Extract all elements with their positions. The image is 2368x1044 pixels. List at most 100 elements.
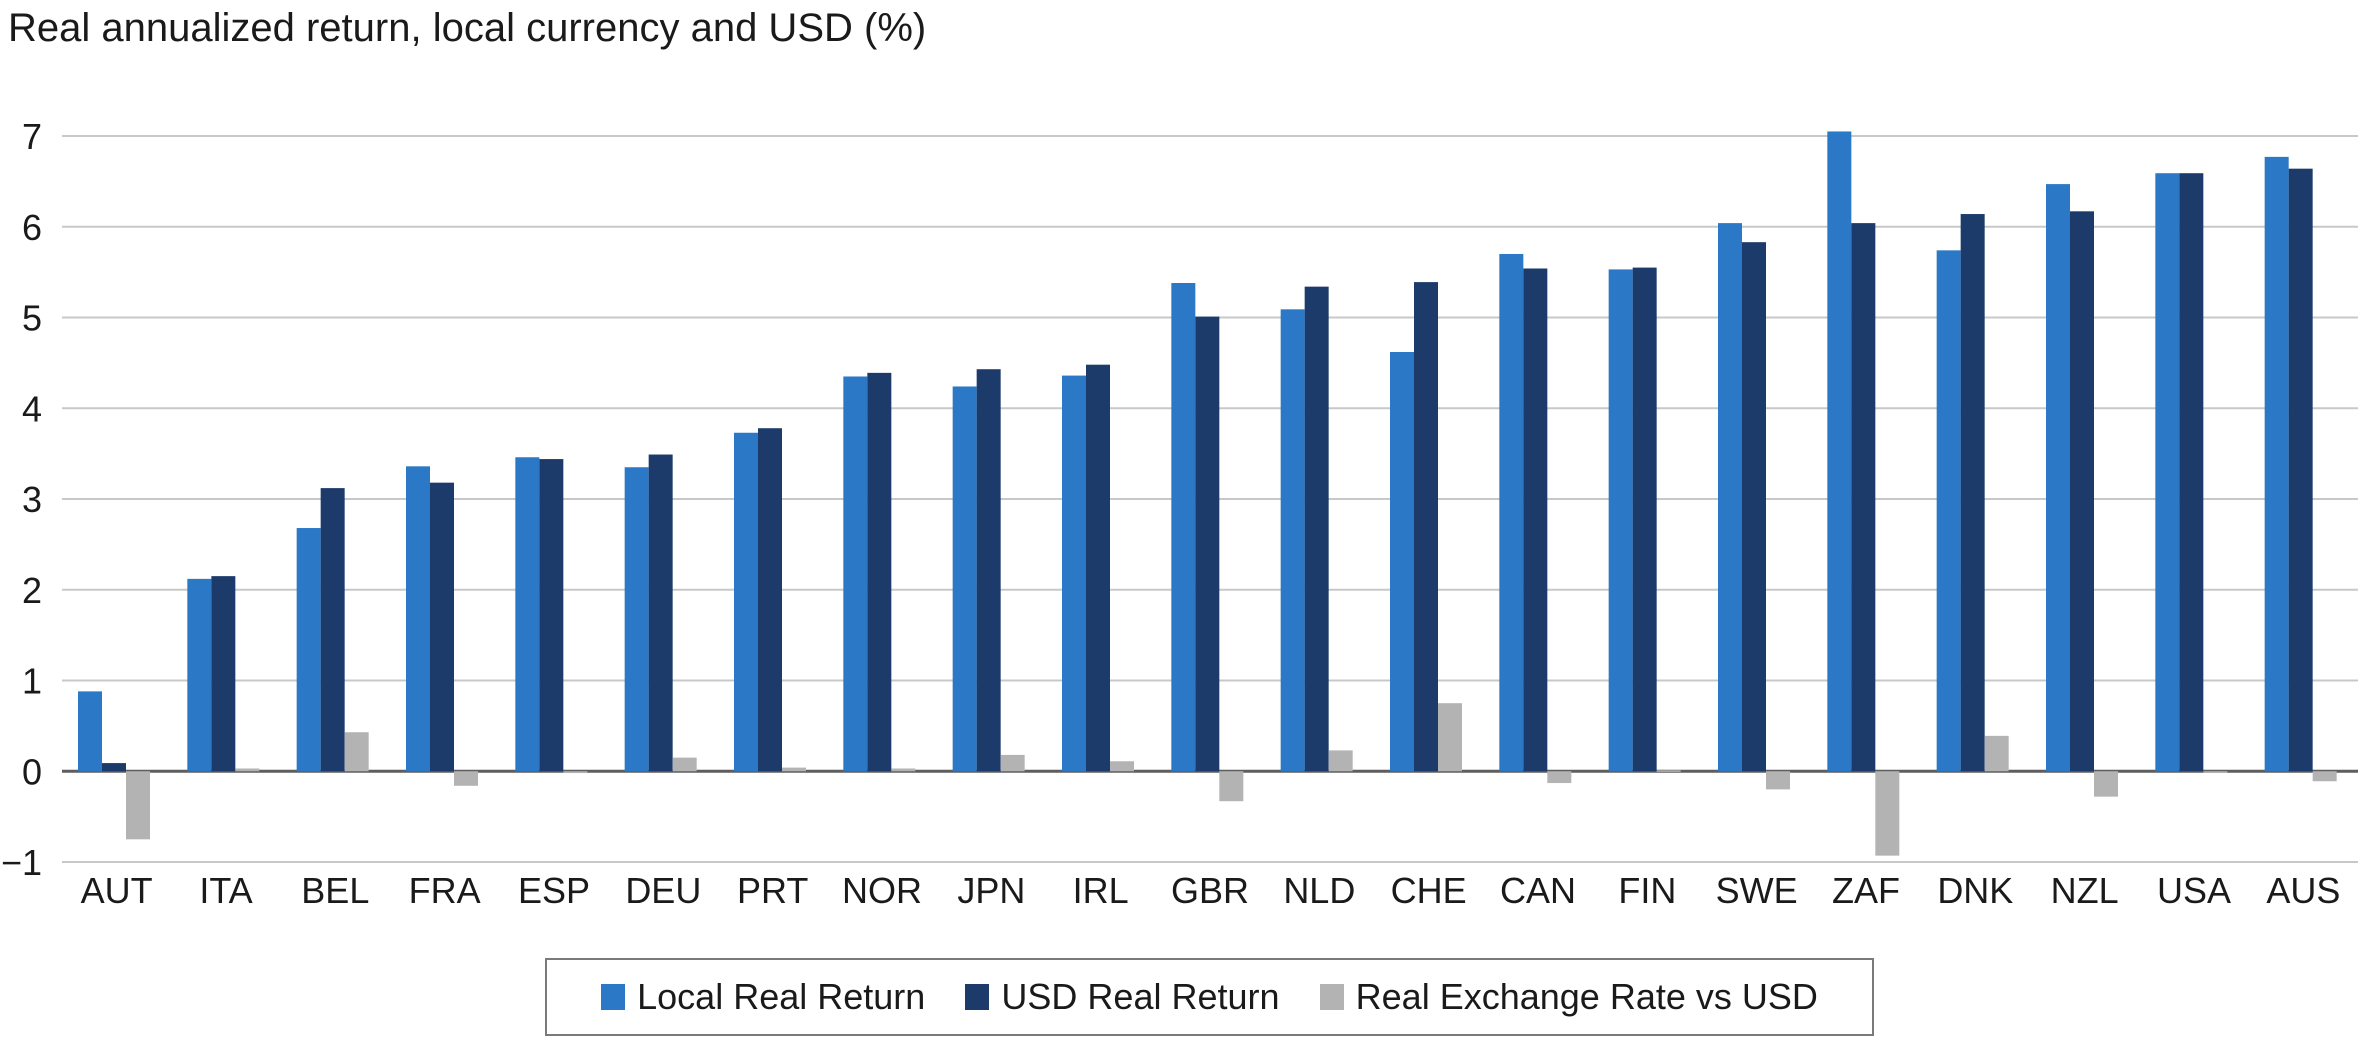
- legend-label: Local Real Return: [637, 976, 926, 1017]
- x-tick-label: SWE: [1716, 870, 1798, 911]
- x-tick-label: AUS: [2266, 870, 2340, 911]
- bar-local-real-return-irl: [1062, 375, 1086, 772]
- y-tick-label: 4: [22, 388, 42, 429]
- bar-local-real-return-fra: [406, 466, 430, 772]
- bar-local-real-return-esp: [515, 457, 540, 772]
- bar-local-real-return-aus: [2264, 156, 2289, 772]
- bar-local-real-return-swe: [1718, 223, 1742, 772]
- x-tick-label: JPN: [957, 870, 1025, 911]
- bar-usd-real-return-aus: [2288, 168, 2313, 772]
- y-tick-label: 2: [22, 570, 42, 611]
- chart-legend: Local Real Return USD Real Return Real Exc…: [545, 958, 1874, 1036]
- bar-usd-real-return-deu: [648, 454, 673, 772]
- bar-real-exchange-rate-vs-usd-ita: [235, 768, 260, 772]
- y-tick-label: 6: [22, 207, 42, 248]
- bar-real-exchange-rate-vs-usd-fin: [1656, 770, 1681, 772]
- bar-usd-real-return-usa: [2179, 173, 2204, 772]
- bar-real-exchange-rate-vs-usd-irl: [1110, 761, 1134, 772]
- bar-usd-real-return-che: [1414, 282, 1438, 772]
- bar-real-exchange-rate-vs-usd-che: [1438, 703, 1462, 772]
- bar-usd-real-return-esp: [539, 459, 564, 772]
- bar-real-exchange-rate-vs-usd-swe: [1766, 771, 1790, 790]
- x-tick-label: DNK: [1937, 870, 2013, 911]
- bar-real-exchange-rate-vs-usd-esp: [563, 771, 588, 774]
- bar-local-real-return-gbr: [1171, 283, 1196, 772]
- bar-usd-real-return-nzl: [2070, 211, 2094, 772]
- y-tick-label: −1: [1, 842, 42, 883]
- bar-local-real-return-dnk: [1936, 250, 1961, 772]
- bar-usd-real-return-nld: [1304, 286, 1329, 772]
- bar-usd-real-return-bel: [320, 488, 345, 772]
- legend-swatch: [965, 984, 990, 1010]
- x-tick-label: CHE: [1391, 870, 1467, 911]
- bar-real-exchange-rate-vs-usd-deu: [672, 757, 697, 772]
- y-tick-label: 0: [22, 751, 42, 792]
- legend-item-real-exchange-rate-vs-usd: Real Exchange Rate vs USD: [1319, 976, 1818, 1018]
- x-tick-label: NLD: [1283, 870, 1355, 911]
- bar-usd-real-return-prt: [758, 428, 782, 772]
- legend-label: USD Real Return: [1001, 976, 1280, 1017]
- bar-local-real-return-ita: [187, 578, 212, 772]
- x-tick-label: PRT: [737, 870, 808, 911]
- bar-real-exchange-rate-vs-usd-aus: [2312, 771, 2337, 782]
- bar-local-real-return-aut: [78, 691, 102, 772]
- bar-local-real-return-bel: [296, 528, 321, 772]
- bar-real-exchange-rate-vs-usd-dnk: [1984, 735, 2009, 772]
- x-tick-label: FRA: [409, 870, 481, 911]
- x-tick-label: IRL: [1073, 870, 1129, 911]
- x-tick-label: FIN: [1618, 870, 1676, 911]
- x-tick-label: BEL: [301, 870, 369, 911]
- bar-usd-real-return-irl: [1086, 364, 1110, 772]
- legend-item-usd-real-return: USD Real Return: [965, 976, 1280, 1018]
- bar-usd-real-return-ita: [211, 576, 236, 772]
- y-tick-label: 1: [22, 661, 42, 702]
- x-tick-label: NOR: [842, 870, 922, 911]
- bar-usd-real-return-aut: [102, 763, 126, 772]
- legend-label: Real Exchange Rate vs USD: [1355, 976, 1818, 1017]
- bar-usd-real-return-jpn: [976, 369, 1001, 772]
- bar-real-exchange-rate-vs-usd-jpn: [1000, 754, 1025, 772]
- bar-real-exchange-rate-vs-usd-bel: [344, 732, 369, 772]
- bar-usd-real-return-can: [1523, 268, 1548, 772]
- y-tick-label: 3: [22, 479, 42, 520]
- bar-local-real-return-usa: [2155, 173, 2180, 772]
- bar-local-real-return-jpn: [952, 386, 977, 772]
- x-tick-label: DEU: [625, 870, 701, 911]
- bar-usd-real-return-dnk: [1960, 214, 1985, 772]
- x-tick-label: NZL: [2051, 870, 2119, 911]
- bar-real-exchange-rate-vs-usd-prt: [782, 767, 806, 772]
- legend-item-local-real-return: Local Real Return: [601, 976, 925, 1018]
- x-tick-label: ITA: [199, 870, 252, 911]
- bar-usd-real-return-gbr: [1195, 316, 1220, 772]
- bar-local-real-return-can: [1499, 253, 1524, 772]
- bar-real-exchange-rate-vs-usd-usa: [2203, 771, 2228, 773]
- x-tick-label: ESP: [518, 870, 590, 911]
- bar-real-exchange-rate-vs-usd-can: [1547, 771, 1572, 784]
- x-tick-label: ZAF: [1832, 870, 1900, 911]
- bar-usd-real-return-swe: [1742, 242, 1766, 772]
- y-tick-label: 7: [22, 116, 42, 157]
- bar-local-real-return-che: [1390, 351, 1414, 772]
- bar-usd-real-return-zaf: [1851, 223, 1876, 772]
- x-tick-label: AUT: [81, 870, 153, 911]
- bar-local-real-return-prt: [734, 432, 758, 772]
- bar-real-exchange-rate-vs-usd-gbr: [1219, 771, 1244, 802]
- y-tick-label: 5: [22, 298, 42, 339]
- bar-usd-real-return-nor: [867, 372, 892, 772]
- bar-local-real-return-zaf: [1827, 131, 1852, 772]
- bar-local-real-return-deu: [624, 467, 649, 772]
- bar-usd-real-return-fin: [1632, 267, 1657, 772]
- bar-real-exchange-rate-vs-usd-fra: [454, 771, 478, 786]
- x-tick-label: GBR: [1171, 870, 1249, 911]
- legend-swatch: [1319, 984, 1344, 1010]
- x-tick-label: CAN: [1500, 870, 1576, 911]
- bar-local-real-return-nor: [843, 376, 868, 772]
- bar-local-real-return-fin: [1608, 269, 1633, 772]
- bar-real-exchange-rate-vs-usd-zaf: [1875, 771, 1900, 856]
- legend-swatch: [601, 984, 626, 1010]
- bar-real-exchange-rate-vs-usd-nor: [891, 768, 916, 772]
- x-tick-label: USA: [2157, 870, 2231, 911]
- bar-real-exchange-rate-vs-usd-aut: [126, 771, 150, 840]
- bar-usd-real-return-fra: [430, 482, 454, 772]
